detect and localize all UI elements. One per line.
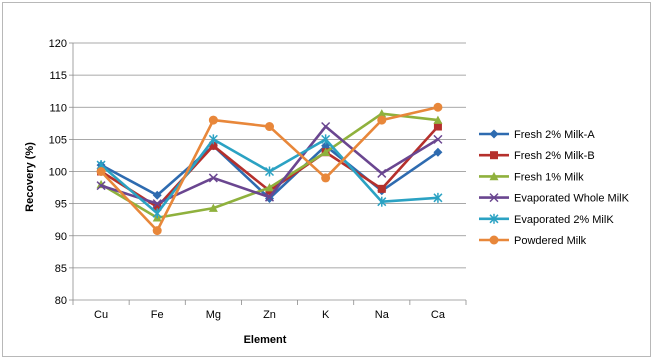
data-point xyxy=(265,183,274,192)
y-tick-label: 90 xyxy=(55,231,67,243)
legend-label: Evaporated 2% MilK xyxy=(514,214,614,226)
series-powdered-milk xyxy=(96,102,443,236)
data-point xyxy=(321,173,331,183)
data-point xyxy=(152,208,162,219)
x-tick-label: Zn xyxy=(263,309,276,321)
x-tick-label: K xyxy=(322,309,330,321)
data-point xyxy=(321,147,331,157)
data-point xyxy=(264,192,275,202)
x-axis-title: Element xyxy=(244,334,287,346)
series-evaporated-whole-milk xyxy=(96,121,443,209)
series-layer xyxy=(96,102,443,236)
chart-frame: 80 85 90 95 100 105 110 115 120 Cu Fe Mg Zn K Na Ca Fre… xyxy=(2,2,651,357)
legend-label: Fresh 1% Milk xyxy=(514,171,584,183)
x-tick-label: Fe xyxy=(151,309,164,321)
legend-marker xyxy=(489,213,499,224)
x-tick-label: Ca xyxy=(431,309,446,321)
y-tick-label: 120 xyxy=(49,38,67,50)
legend-marker xyxy=(489,129,499,139)
data-point xyxy=(377,109,387,118)
axes: 80 85 90 95 100 105 110 115 120 Cu Fe Mg Zn K Na Ca xyxy=(49,38,467,321)
legend-item: Fresh 2% Milk-B xyxy=(479,150,595,162)
marker-stroke xyxy=(152,199,162,209)
legend: Fresh 2% Milk-A Fresh 2% Milk-B Fresh 1% M… xyxy=(479,129,630,247)
legend-marker xyxy=(490,151,498,160)
marker-stroke xyxy=(264,192,275,202)
data-point xyxy=(265,122,274,132)
y-axis-title: Recovery (%) xyxy=(24,142,36,212)
marker-stroke xyxy=(433,134,443,144)
legend-item: Fresh 2% Milk-A xyxy=(479,129,595,141)
data-point xyxy=(96,181,106,191)
legend-item: Powdered Milk xyxy=(479,235,587,247)
gridlines xyxy=(73,42,466,269)
marker-stroke xyxy=(489,193,499,203)
y-tick-label: 110 xyxy=(49,102,67,114)
marker-stroke xyxy=(377,168,387,178)
marker-stroke xyxy=(96,181,106,191)
x-tick-label: Na xyxy=(375,309,390,321)
legend-item: Evaporated 2% MilK xyxy=(479,213,614,226)
legend-marker xyxy=(489,235,499,245)
legend-label: Powdered Milk xyxy=(514,235,587,247)
data-point xyxy=(433,102,443,112)
y-tick-label: 105 xyxy=(49,134,67,146)
data-point xyxy=(433,122,442,131)
data-point xyxy=(377,184,386,193)
data-point xyxy=(152,226,162,236)
data-point xyxy=(433,147,443,157)
legend-label: Fresh 2% Milk-B xyxy=(514,150,595,162)
data-point xyxy=(433,192,443,203)
y-tick-label: 100 xyxy=(49,167,67,179)
legend-item: Fresh 1% Milk xyxy=(479,171,584,183)
data-point xyxy=(433,134,443,144)
data-point xyxy=(433,115,443,124)
legend-label: Evaporated Whole MilK xyxy=(514,193,630,205)
data-point xyxy=(264,166,275,177)
data-point xyxy=(208,115,218,125)
y-tick-label: 85 xyxy=(55,263,67,275)
data-point xyxy=(209,141,218,150)
data-point xyxy=(321,134,331,145)
marker-stroke xyxy=(321,121,331,132)
data-point xyxy=(208,134,218,145)
data-point xyxy=(377,196,387,207)
data-point xyxy=(96,167,106,176)
data-point xyxy=(321,121,331,132)
marker-stroke xyxy=(208,173,218,183)
series-evaporated-2-milk xyxy=(96,134,443,219)
y-tick-label: 80 xyxy=(55,295,67,307)
legend-label: Fresh 2% Milk-A xyxy=(514,129,595,141)
data-point xyxy=(152,199,162,209)
data-point xyxy=(153,202,162,211)
data-point xyxy=(152,190,162,200)
data-point xyxy=(208,203,218,212)
data-point xyxy=(377,115,387,125)
line-chart: 80 85 90 95 100 105 110 115 120 Cu Fe Mg Zn K Na Ca Fre… xyxy=(24,38,630,346)
y-tick-label: 95 xyxy=(55,199,67,211)
legend-marker xyxy=(489,171,499,181)
data-point xyxy=(208,173,218,183)
x-tick-label: Cu xyxy=(94,309,108,321)
x-tick-label: Mg xyxy=(206,309,221,321)
data-point xyxy=(377,168,387,178)
legend-item: Evaporated Whole MilK xyxy=(479,193,630,205)
legend-marker xyxy=(489,193,499,203)
y-tick-label: 115 xyxy=(49,70,67,82)
